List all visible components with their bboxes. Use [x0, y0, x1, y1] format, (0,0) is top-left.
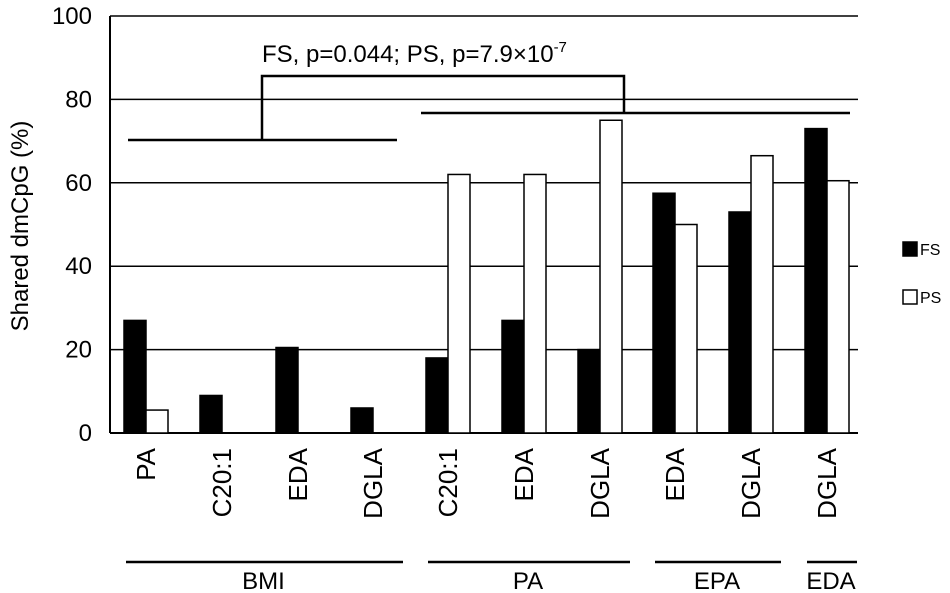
x-category-label: C20:1 [433, 448, 463, 517]
bar-ps [750, 154, 774, 434]
group-label: BMI [242, 568, 285, 593]
y-tick-labels: 0 20 40 60 80 100 [52, 3, 92, 447]
legend-label-fs: FS [920, 242, 940, 259]
x-category-label: DGLA [812, 447, 842, 518]
y-tick-label: 80 [65, 86, 92, 113]
y-tick-label: 20 [65, 337, 92, 364]
x-category-label: EDA [660, 447, 690, 501]
legend-swatch-ps [902, 289, 918, 305]
bar-ps [674, 223, 698, 434]
bar-ps [145, 409, 169, 434]
x-category-label: PA [131, 447, 161, 480]
group-label: EPA [694, 568, 740, 593]
bar-fs [275, 346, 299, 434]
bar-ps [447, 173, 471, 434]
bar-fs [804, 127, 828, 434]
x-category-label: DGLA [585, 447, 615, 518]
bar-ps [826, 179, 850, 434]
group-label: EDA [806, 568, 855, 593]
significance-annotation: FS, p=0.044; PS, p=7.9×10-7 [262, 39, 567, 68]
annotation-exponent: -7 [554, 39, 567, 56]
group-labels: BMI PA EPA EDA [126, 560, 857, 593]
x-category-label: C20:1 [207, 448, 237, 517]
y-tick-label: 40 [65, 253, 92, 280]
bar-fs [728, 211, 752, 434]
bar-fs [652, 192, 676, 434]
bar-fs [577, 348, 601, 434]
y-tick-label: 0 [79, 420, 92, 447]
y-tick-label: 60 [65, 170, 92, 197]
x-category-label: DGLA [358, 447, 388, 518]
x-category-label: EDA [509, 447, 539, 501]
group-label: PA [513, 568, 543, 593]
bar-fs [501, 319, 525, 434]
y-axis-label: Shared dmCpG (%) [7, 121, 34, 332]
legend-label-ps: PS [920, 290, 941, 307]
legend-swatch-fs [902, 241, 918, 257]
bar-fs [425, 357, 449, 434]
annotation-text: FS, p=0.044; PS, p=7.9×10 [262, 41, 554, 68]
bar-fs [199, 394, 223, 434]
significance-bracket [128, 74, 850, 142]
x-category-label: EDA [283, 447, 313, 501]
bar-fs [123, 319, 147, 434]
bracket-connector [260, 74, 626, 140]
y-tick-label: 100 [52, 3, 92, 30]
bars [123, 119, 850, 434]
bar-ps [599, 119, 623, 434]
x-category-labels: PA C20:1 EDA DGLA C20:1 EDA DGLA EDA DGLA DGLA [131, 447, 842, 518]
x-category-label: DGLA [736, 447, 766, 518]
legend: FS PS [902, 241, 941, 307]
bar-ps [523, 173, 547, 434]
bar-fs [350, 407, 374, 434]
